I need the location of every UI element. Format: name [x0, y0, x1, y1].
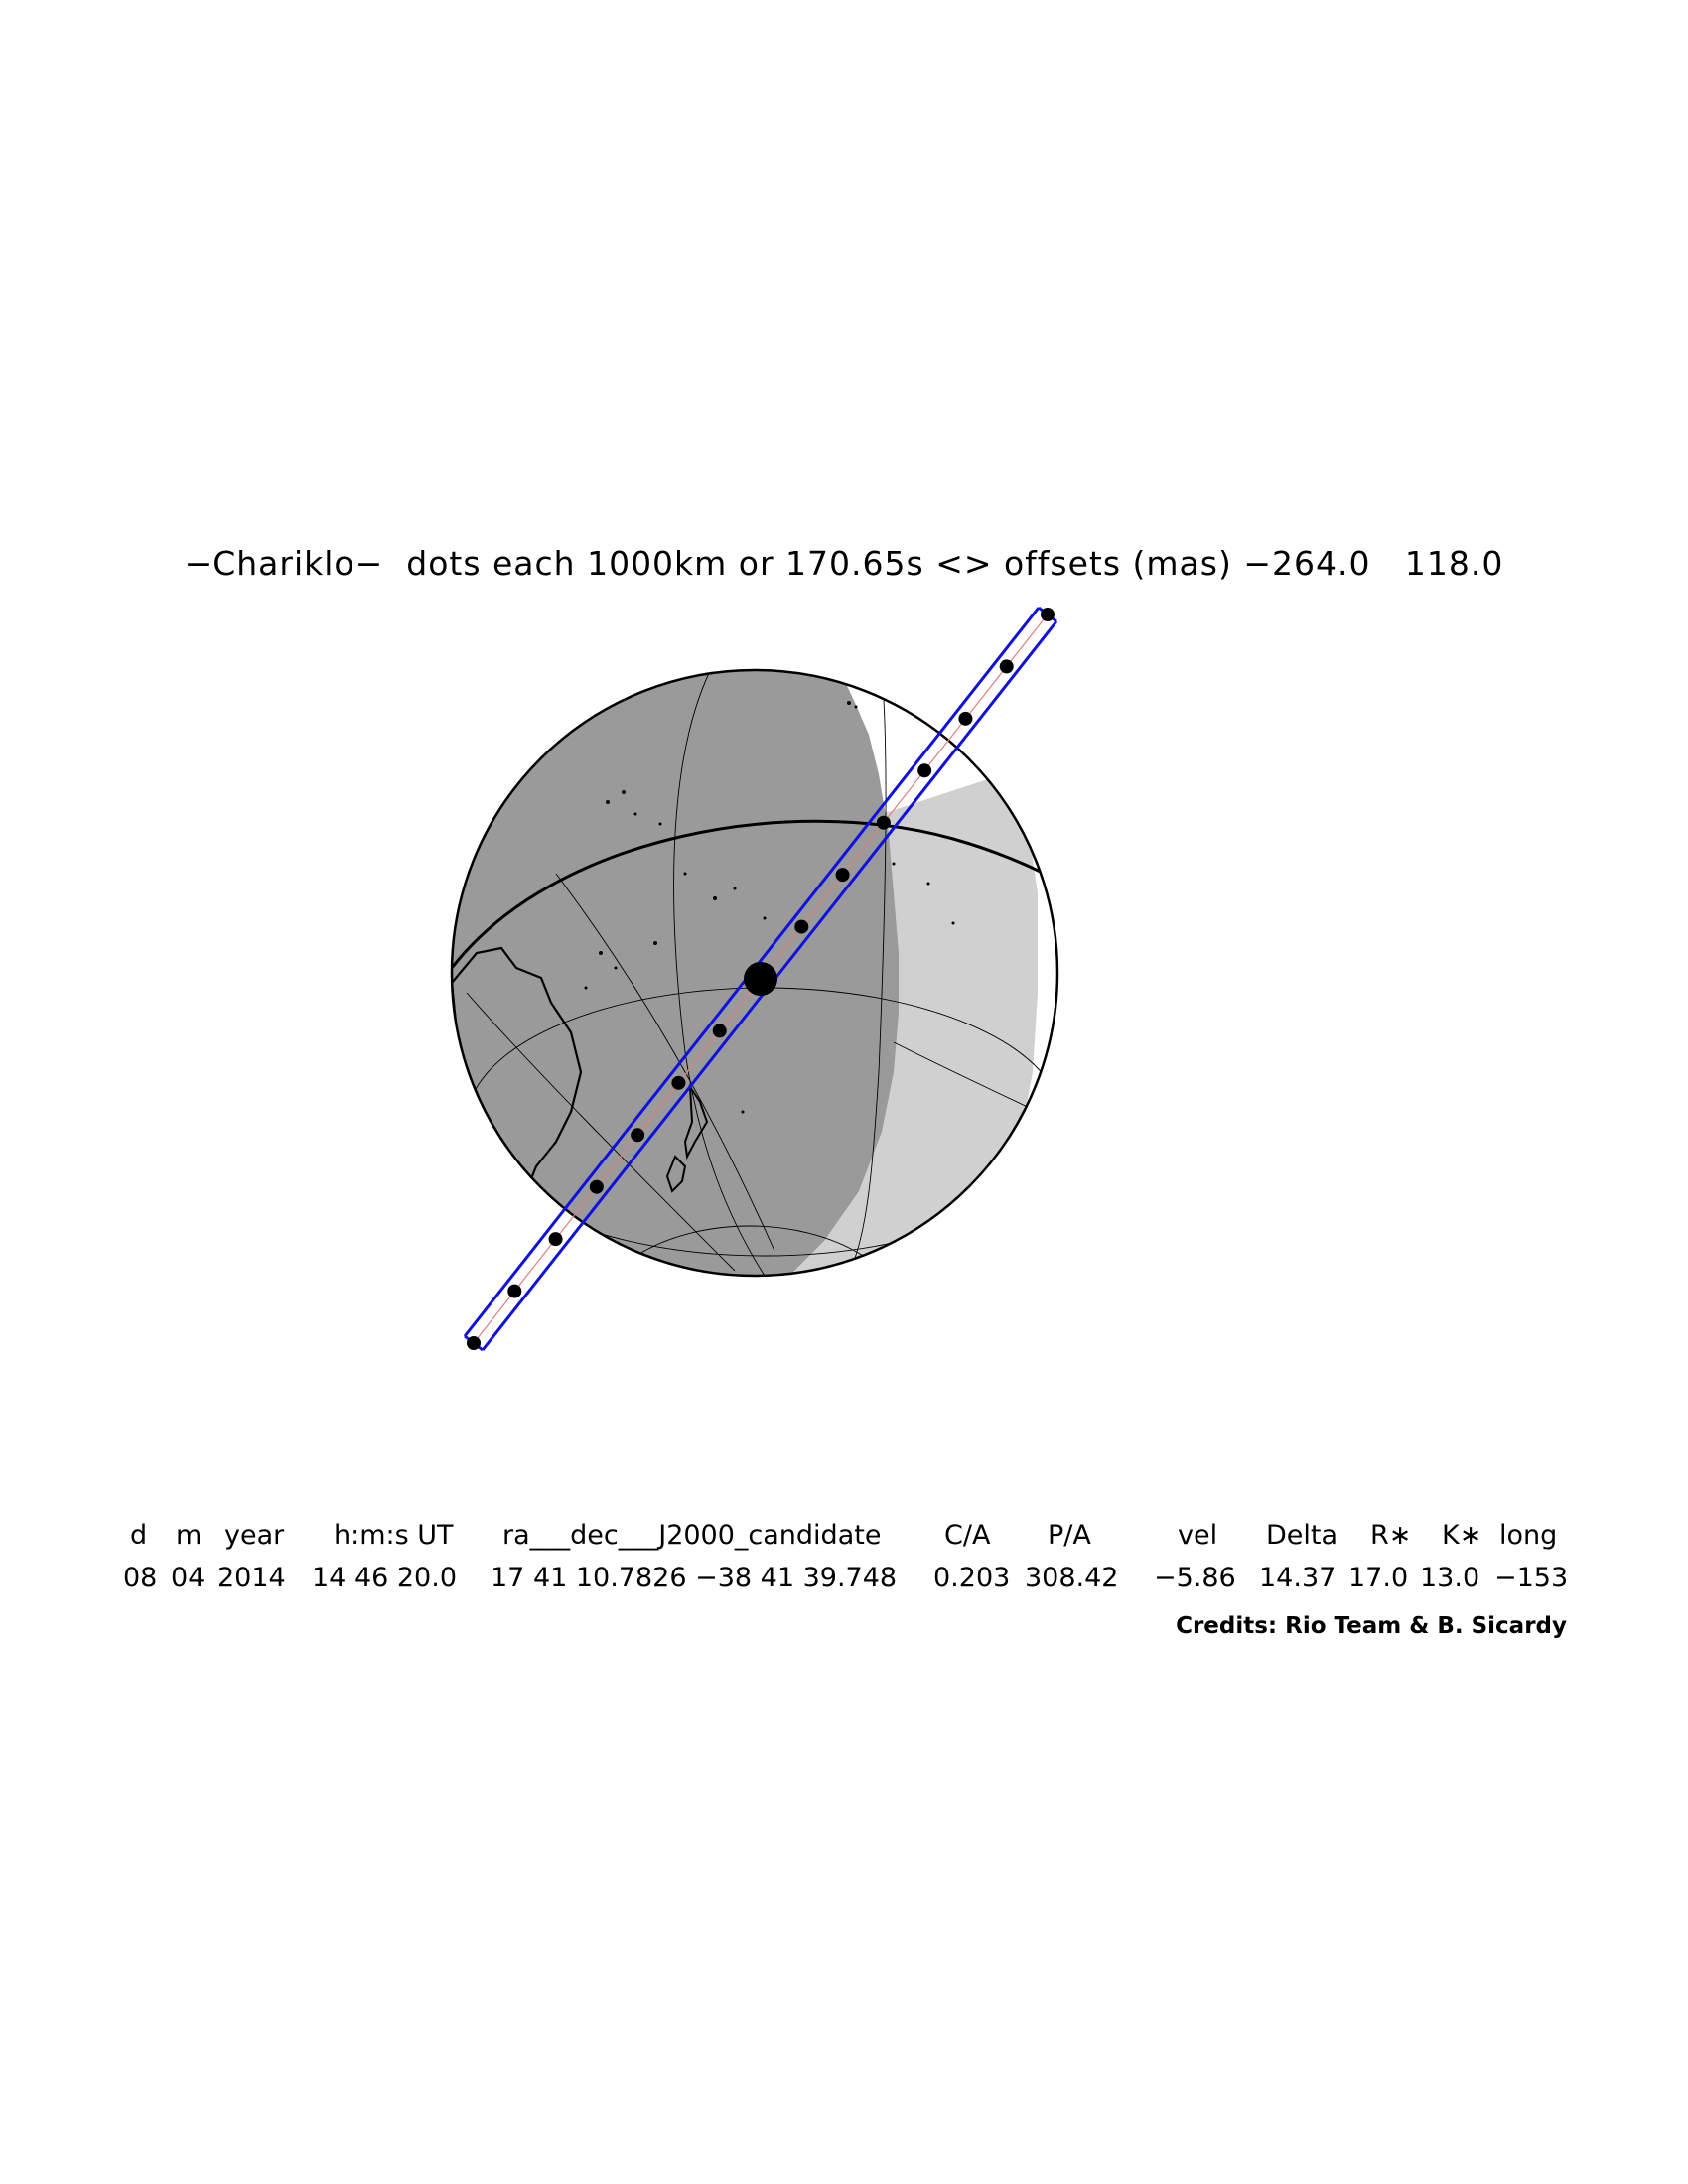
equator-line [452, 819, 1057, 1063]
south-america-outline [1102, 953, 1276, 1296]
header-kstar: K∗ [1442, 1520, 1482, 1551]
path-dot [958, 711, 973, 726]
path-dot [631, 1128, 645, 1143]
path-dot [507, 1284, 522, 1298]
night-zone [452, 670, 899, 1276]
path-dot [589, 1179, 604, 1194]
header-pa: P/A [1048, 1520, 1091, 1551]
path-dot [467, 1336, 481, 1350]
path-dot [917, 763, 932, 778]
header-coords: ra___dec___J2000_candidate [502, 1520, 882, 1551]
path-dot [671, 1075, 686, 1090]
header-m: m [176, 1520, 203, 1551]
closest-approach-dot [744, 962, 777, 996]
value-year: 2014 [217, 1563, 286, 1593]
pacific-islands [584, 701, 955, 1114]
header-d: d [130, 1520, 148, 1551]
value-delta: 14.37 [1259, 1563, 1336, 1593]
value-coords: 17 41 10.7826 −38 41 39.748 [491, 1563, 898, 1593]
header-long: long [1499, 1520, 1558, 1551]
value-long: −153 [1494, 1563, 1569, 1593]
value-m: 04 [171, 1563, 206, 1593]
path-dot [794, 919, 809, 934]
value-time: 14 46 20.0 [312, 1563, 457, 1593]
header-time: h:m:s UT [334, 1520, 454, 1551]
path-dot [999, 659, 1014, 674]
path-dot [1041, 608, 1055, 621]
credits: Credits: Rio Team & B. Sicardy [1176, 1613, 1567, 1639]
value-d: 08 [123, 1563, 158, 1593]
new-zealand-outline [665, 1083, 709, 1193]
path-dot [835, 868, 850, 883]
chart-title: −Chariklo− dots each 1000km or 170.65s <… [184, 544, 1504, 583]
header-rstar: R∗ [1370, 1520, 1412, 1551]
header-ca: C/A [944, 1520, 991, 1551]
header-delta: Delta [1266, 1520, 1338, 1551]
value-rstar: 17.0 [1348, 1563, 1409, 1593]
value-kstar: 13.0 [1420, 1563, 1480, 1593]
value-pa: 308.42 [1025, 1563, 1119, 1593]
antarctica-outline [700, 1287, 1033, 1451]
value-ca: 0.203 [933, 1563, 1011, 1593]
path-dot [712, 1024, 727, 1038]
path-dot [548, 1232, 563, 1247]
value-vel: −5.86 [1154, 1563, 1236, 1593]
globe-outline [450, 668, 1059, 1278]
path-dot [876, 815, 891, 830]
header-year: year [224, 1520, 285, 1551]
header-vel: vel [1178, 1520, 1218, 1551]
path-dots [467, 608, 1055, 1350]
